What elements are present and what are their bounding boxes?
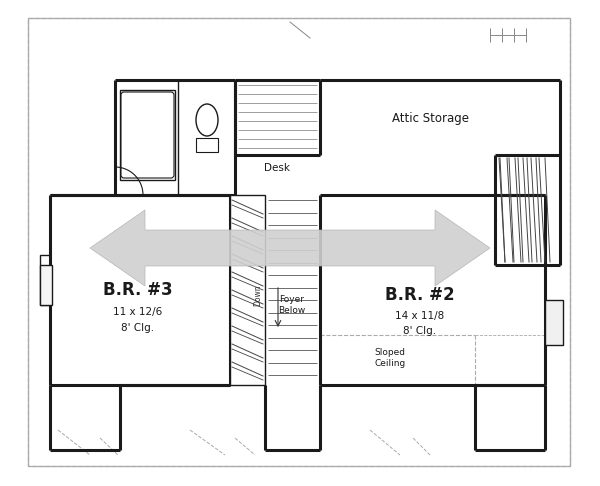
Text: 8' Clg.: 8' Clg. (121, 323, 155, 333)
Text: Attic Storage: Attic Storage (392, 111, 469, 124)
Bar (230, 195, 265, 385)
Text: 11 x 12/6: 11 x 12/6 (113, 307, 163, 317)
Text: 14 x 11/8: 14 x 11/8 (395, 311, 445, 321)
Text: B.R. #2: B.R. #2 (385, 286, 455, 304)
Text: 8' Clg.: 8' Clg. (403, 326, 437, 336)
FancyBboxPatch shape (121, 92, 174, 178)
Bar (40, 255, 50, 305)
Bar (120, 90, 175, 180)
Bar (40, 265, 52, 305)
Polygon shape (90, 210, 490, 286)
Bar (196, 138, 218, 152)
Text: Down: Down (254, 284, 263, 306)
Text: Foyer
Below: Foyer Below (278, 295, 305, 315)
Text: Sloped
Ceiling: Sloped Ceiling (374, 347, 406, 368)
Text: B.R. #3: B.R. #3 (103, 281, 173, 299)
Text: Desk: Desk (264, 163, 290, 173)
Ellipse shape (196, 104, 218, 136)
Bar (545, 300, 563, 345)
